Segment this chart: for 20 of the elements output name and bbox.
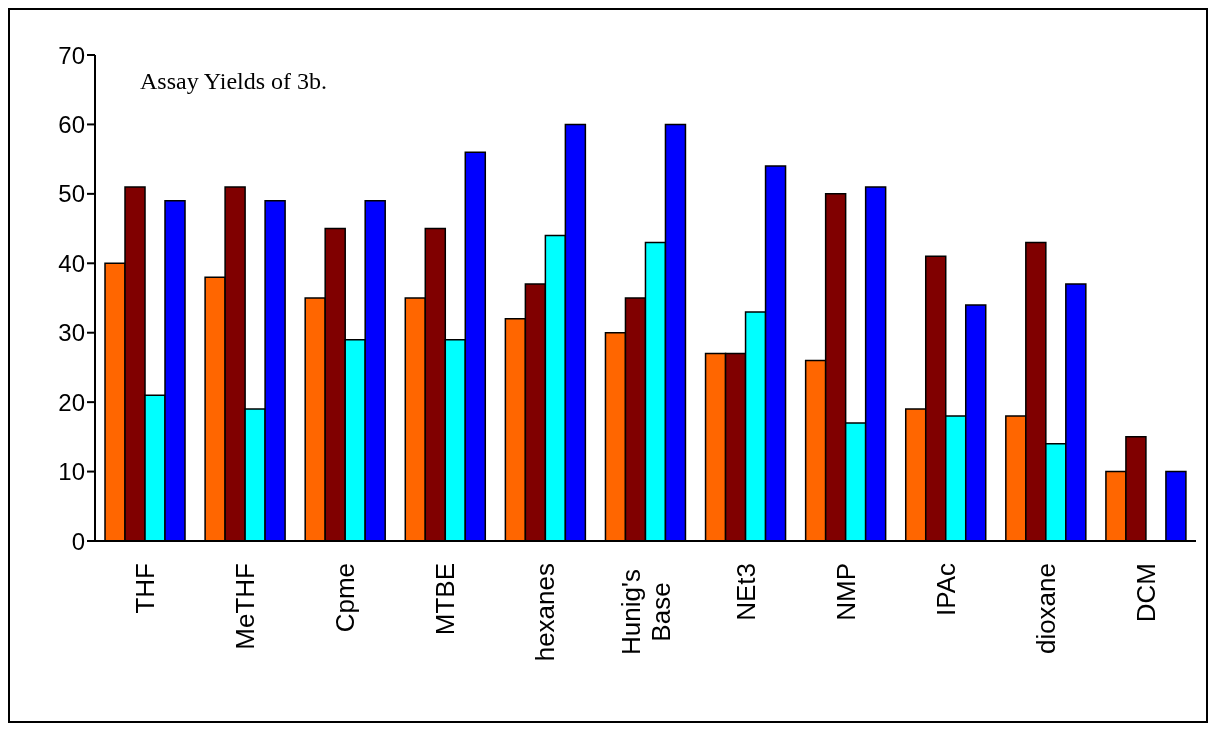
x-tick-label: MTBE xyxy=(430,563,461,636)
x-tick-label: dioxane xyxy=(1030,563,1061,655)
x-tick-label: NEt3 xyxy=(730,563,761,621)
y-tick-label: 20 xyxy=(58,388,85,416)
y-tick-label: 40 xyxy=(58,249,85,277)
x-tick-label: THF xyxy=(130,563,161,614)
y-tick-label: 50 xyxy=(58,180,85,208)
y-tick-label: 70 xyxy=(58,41,85,69)
x-tick-label: hexanes xyxy=(530,563,561,662)
y-tick-label: 0 xyxy=(71,527,85,555)
text: Assay Yields of 3b. xyxy=(140,68,328,95)
x-tick-label: IPAc xyxy=(930,563,961,616)
x-tick-label: Cpme xyxy=(330,563,361,633)
x-tick-label: DCM xyxy=(1130,563,1161,623)
x-tick-label: NMP xyxy=(830,563,861,621)
y-tick-label: 10 xyxy=(58,458,85,486)
x-tick-label: Hunig's Base xyxy=(615,569,676,655)
x-tick-label: MeTHF xyxy=(230,563,261,650)
y-tick-label: 30 xyxy=(58,319,85,347)
y-tick-label: 60 xyxy=(58,110,85,138)
